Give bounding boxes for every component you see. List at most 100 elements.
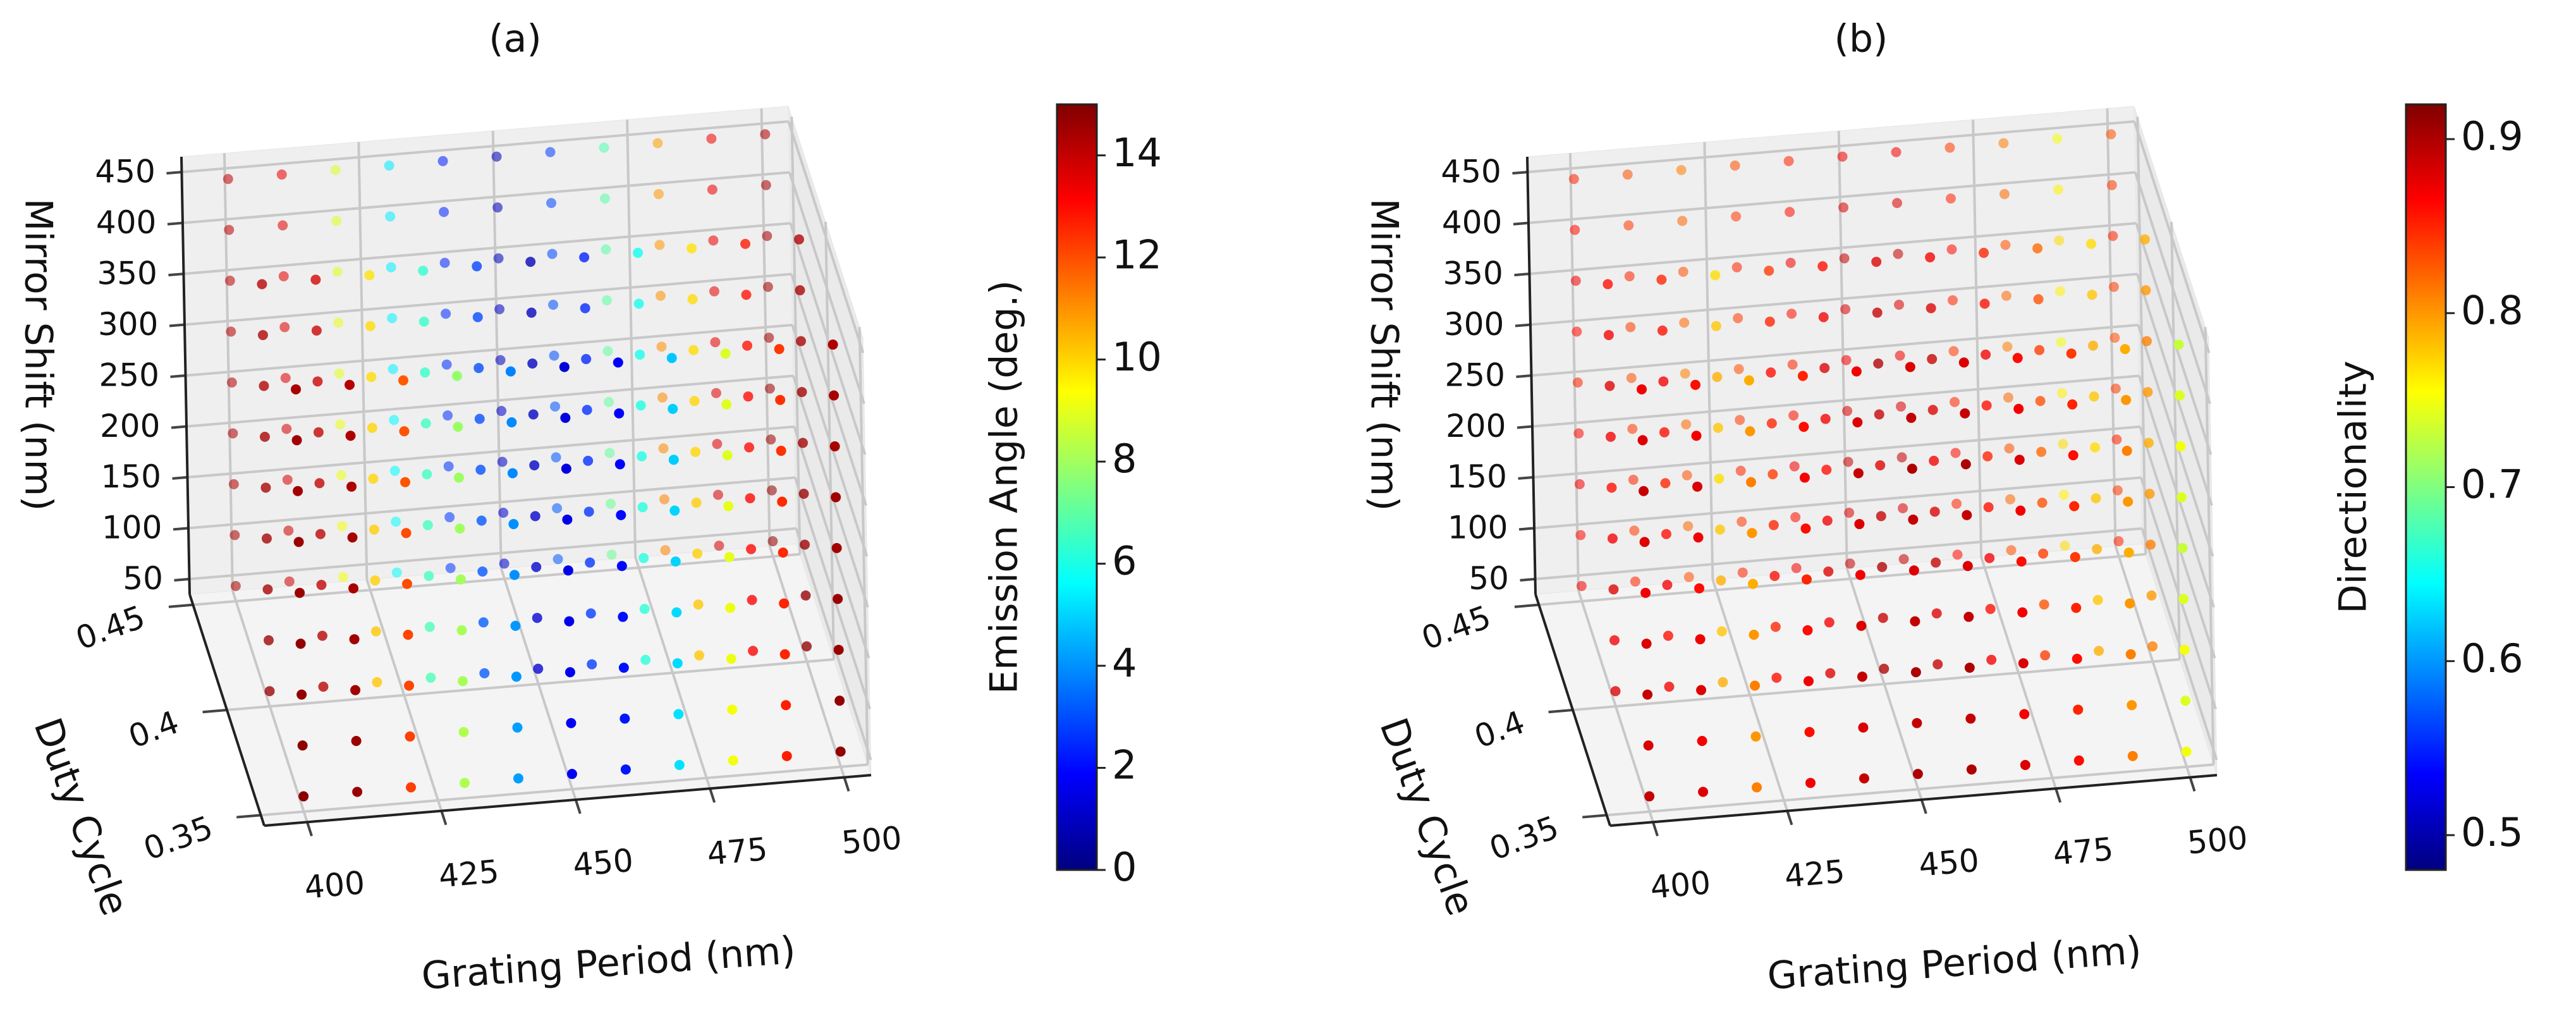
data-point xyxy=(561,463,571,474)
data-point xyxy=(402,578,413,589)
tick-mark xyxy=(166,171,182,175)
data-point xyxy=(437,156,448,166)
data-point xyxy=(495,355,506,365)
data-point xyxy=(1986,654,1997,665)
data-point xyxy=(506,417,517,427)
data-point xyxy=(510,620,521,631)
data-point xyxy=(2140,285,2151,296)
z-tick-label: 200 xyxy=(1446,408,1506,444)
colorbar-tick-label: 6 xyxy=(1112,538,1137,584)
data-point xyxy=(1879,663,1889,674)
data-point xyxy=(1695,634,1706,645)
colorbar-label: Emission Angle (deg.) xyxy=(982,280,1027,694)
colorbar-tick-label: 0.6 xyxy=(2461,635,2524,682)
data-point xyxy=(2141,336,2152,346)
z-tick-label: 200 xyxy=(100,408,160,444)
data-point xyxy=(405,731,415,742)
data-point xyxy=(1657,325,1668,336)
data-point xyxy=(279,322,290,333)
data-point xyxy=(1839,253,1850,264)
data-point xyxy=(741,290,752,300)
data-point xyxy=(548,300,559,310)
data-point xyxy=(1656,274,1667,285)
data-point xyxy=(2006,545,2017,556)
data-point xyxy=(479,668,490,678)
data-point xyxy=(1898,554,1909,565)
data-point xyxy=(391,517,401,527)
data-point xyxy=(2040,650,2051,661)
data-point xyxy=(693,599,704,610)
data-point xyxy=(283,525,294,536)
data-point xyxy=(1946,244,1957,255)
data-point xyxy=(2070,552,2080,563)
data-point xyxy=(764,333,774,343)
tick-mark xyxy=(1652,821,1659,836)
data-point xyxy=(280,372,291,383)
data-point xyxy=(781,750,792,761)
data-point xyxy=(764,383,775,394)
z-axis-line xyxy=(1526,156,1537,595)
data-point xyxy=(2052,133,2063,144)
data-point xyxy=(613,357,623,368)
data-point xyxy=(673,709,684,719)
grid-line xyxy=(260,763,868,817)
tick-mark xyxy=(1514,272,1530,277)
z-tick-label: 50 xyxy=(123,560,163,597)
tick-mark xyxy=(1518,527,1535,531)
data-point xyxy=(529,460,540,470)
grid-line xyxy=(1535,527,2142,580)
data-point xyxy=(1767,469,1778,480)
data-point xyxy=(228,479,239,489)
tick-mark xyxy=(169,323,185,327)
data-point xyxy=(2072,653,2082,664)
data-point xyxy=(1623,220,1634,231)
colorbar-tick-label: 2 xyxy=(1112,742,1137,788)
data-point xyxy=(1985,604,1996,615)
data-point xyxy=(1714,474,1724,484)
data-point xyxy=(530,511,540,522)
data-point xyxy=(453,472,464,483)
x-tick-label: 425 xyxy=(1783,853,1847,895)
data-point xyxy=(284,576,295,587)
data-point xyxy=(2112,485,2123,496)
data-point xyxy=(658,443,669,454)
data-point xyxy=(531,561,542,572)
data-point xyxy=(827,340,838,350)
data-point xyxy=(566,769,577,780)
grid-line xyxy=(1572,658,2180,711)
data-point xyxy=(345,431,356,441)
grid-line xyxy=(1527,120,2135,174)
data-point xyxy=(2058,489,2069,500)
data-point xyxy=(1912,718,1922,728)
data-point xyxy=(1925,252,1936,262)
data-point xyxy=(762,231,772,242)
data-point xyxy=(1764,316,1775,327)
data-point xyxy=(263,635,274,646)
data-point xyxy=(507,468,518,479)
data-point xyxy=(546,198,557,209)
x-tick-label: 475 xyxy=(2051,831,2115,872)
data-point xyxy=(1676,164,1687,175)
data-point xyxy=(2067,399,2078,410)
data-point xyxy=(1951,498,1962,509)
data-point xyxy=(774,344,784,355)
data-point xyxy=(635,349,645,360)
z-tick-label: 350 xyxy=(97,255,157,291)
data-point xyxy=(2173,340,2184,350)
data-point xyxy=(1733,313,1743,324)
data-point xyxy=(1733,364,1744,374)
data-point xyxy=(1789,461,1800,472)
data-point xyxy=(525,257,536,267)
data-point xyxy=(2127,700,2137,711)
data-point xyxy=(1825,668,1836,678)
data-point xyxy=(2109,333,2120,343)
data-point xyxy=(740,238,751,249)
data-point xyxy=(2018,658,2029,669)
data-point xyxy=(1770,621,1781,632)
data-point xyxy=(660,545,671,556)
data-point xyxy=(1737,517,1747,527)
data-point xyxy=(346,481,357,492)
z-tick-label: 400 xyxy=(1442,204,1502,241)
z-tick-label: 350 xyxy=(1443,255,1503,291)
